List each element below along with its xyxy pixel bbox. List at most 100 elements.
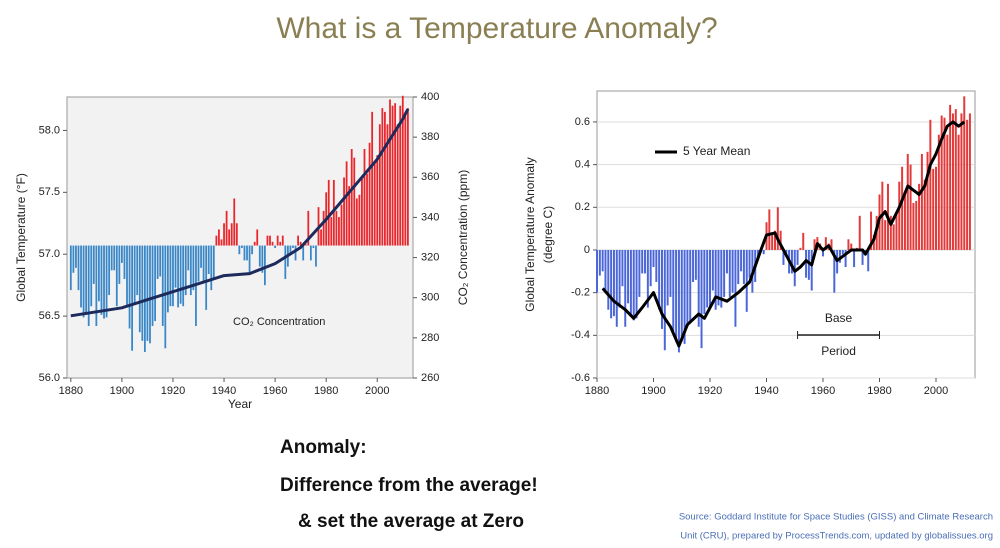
bar [807, 249, 810, 280]
bar [274, 245, 277, 249]
bar [604, 249, 607, 293]
bar [373, 161, 376, 246]
bar [182, 245, 185, 307]
bar [169, 245, 172, 307]
slide-text: Anomaly: [280, 437, 367, 458]
bar [327, 179, 330, 246]
y-tick-label: -0.4 [571, 329, 590, 341]
bar [912, 203, 915, 250]
bar [641, 249, 644, 274]
bar [304, 244, 307, 246]
bar [734, 249, 737, 327]
bar [686, 249, 689, 327]
bar [197, 245, 200, 282]
bar [895, 211, 898, 250]
bar [138, 245, 141, 333]
bar [187, 245, 190, 271]
bar [652, 249, 655, 268]
bar [151, 245, 154, 327]
bar [384, 111, 386, 246]
bar [951, 113, 954, 250]
bar [113, 245, 116, 271]
x-tick-label: 1880 [585, 385, 609, 397]
slide-text: Difference from the average! [280, 475, 538, 496]
bar [200, 245, 202, 268]
source: Unit (CRU), prepared by ProcessTrends.co… [680, 531, 993, 542]
bar [615, 249, 618, 327]
bar [776, 207, 779, 250]
bar [100, 245, 103, 315]
bar [937, 134, 940, 250]
bar [353, 157, 356, 246]
bar [141, 245, 144, 341]
bar [813, 239, 816, 250]
bar [69, 245, 72, 291]
bar [644, 249, 647, 274]
bar [80, 245, 82, 308]
y-tick-label: 57.0 [39, 248, 60, 260]
bar [330, 217, 333, 246]
bar [123, 245, 126, 279]
bar [720, 249, 723, 308]
bar [932, 168, 935, 250]
bar [903, 192, 906, 250]
bar [906, 153, 909, 250]
bar [98, 245, 100, 302]
bar [864, 249, 867, 253]
bar [87, 245, 90, 327]
y2-tick-label: 320 [421, 251, 439, 263]
bar [159, 245, 162, 277]
bar [85, 245, 88, 315]
bar [940, 115, 943, 250]
bar [251, 245, 254, 255]
bar [110, 245, 113, 271]
bar [297, 235, 299, 246]
bar [223, 223, 225, 246]
bar [929, 119, 932, 250]
bar [737, 249, 740, 285]
bar [596, 249, 598, 293]
bar [728, 249, 731, 297]
bar [675, 249, 678, 342]
y2-tick-label: 360 [421, 171, 439, 183]
line [70, 108, 410, 318]
bar [103, 245, 105, 319]
bar [833, 249, 836, 293]
bar [901, 166, 904, 250]
bar [771, 235, 774, 250]
bar [177, 245, 179, 308]
y2-tick-label: 300 [421, 292, 439, 304]
bar [315, 245, 317, 267]
annotation: Base [825, 311, 853, 325]
bar [406, 108, 409, 246]
bar [225, 210, 228, 246]
y-tick-label: 0.4 [575, 159, 590, 171]
bar [92, 245, 95, 284]
bar [762, 249, 765, 255]
bar [220, 239, 223, 246]
bar [276, 235, 279, 246]
bar [790, 249, 793, 274]
y2-tick-label: 340 [421, 211, 439, 223]
legend-label: 5 Year Mean [683, 144, 750, 158]
bar [320, 229, 322, 246]
bar [731, 249, 734, 293]
bar [340, 204, 343, 246]
bar [368, 142, 371, 246]
bar [898, 181, 901, 250]
bar [909, 164, 912, 250]
bar [968, 113, 971, 250]
bar [248, 245, 251, 273]
bar [95, 245, 98, 327]
bar [394, 103, 397, 246]
bar [133, 245, 136, 304]
bar [757, 249, 760, 257]
y-tick-label: 0.2 [575, 201, 590, 213]
bar [627, 249, 630, 304]
bar [601, 249, 604, 272]
bar [725, 249, 728, 274]
bar [638, 249, 641, 297]
bar [149, 245, 151, 344]
bar [289, 245, 292, 255]
